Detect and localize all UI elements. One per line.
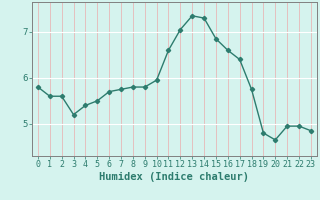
X-axis label: Humidex (Indice chaleur): Humidex (Indice chaleur) [100, 172, 249, 182]
